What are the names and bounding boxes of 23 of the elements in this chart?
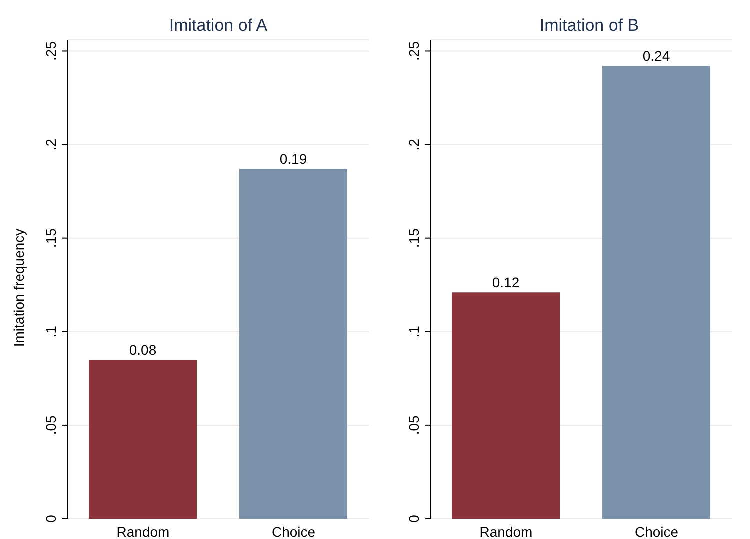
y-axis-title: Imitation frequency (11, 228, 27, 348)
data-label: 0.08 (129, 342, 157, 358)
data-label: 0.24 (642, 48, 670, 64)
y-tick-label: .2 (43, 138, 59, 151)
y-tick-label: .05 (406, 416, 422, 436)
data-label: 0.12 (492, 274, 520, 291)
y-tick-label: .15 (406, 228, 422, 248)
x-tick-label: Choice (272, 524, 316, 539)
x-tick-label: Random (480, 524, 533, 539)
y-tick-label: .2 (406, 138, 422, 151)
y-tick-label: 0 (43, 514, 59, 523)
chart-title: Imitation of A (168, 16, 269, 36)
y-tick-label: .1 (406, 326, 422, 338)
y-tick-label: .25 (406, 41, 422, 61)
y-tick-label: 0 (406, 514, 422, 523)
y-tick-label: .25 (43, 41, 59, 61)
data-label: 0.19 (280, 151, 308, 168)
x-tick-label: Choice (634, 524, 679, 539)
y-tick-label: .15 (43, 228, 59, 248)
y-tick-label: .1 (43, 326, 59, 338)
y-tick-label: .05 (43, 416, 59, 436)
chart-title: Imitation of B (538, 16, 640, 36)
x-tick-label: Random (116, 524, 170, 539)
